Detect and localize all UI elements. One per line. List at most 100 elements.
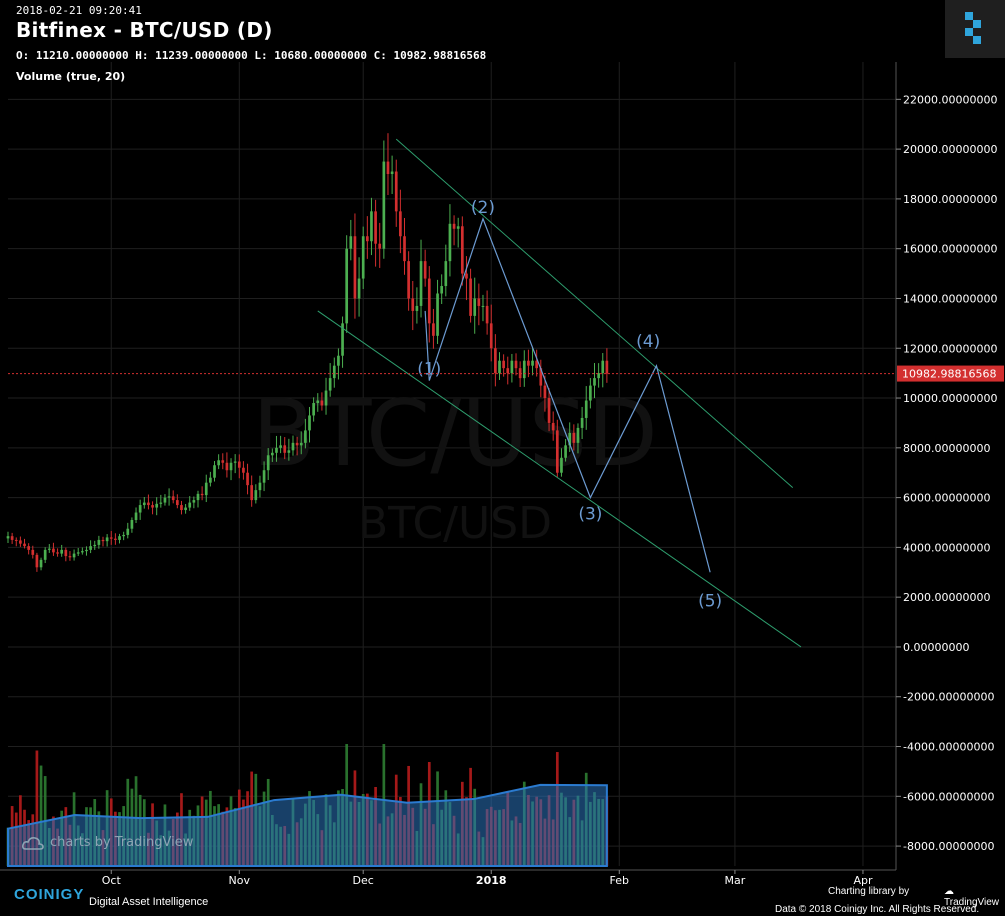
candle-body [349, 236, 353, 249]
candle-body [605, 360, 609, 374]
candle-body [593, 378, 596, 386]
candle-body [510, 360, 514, 374]
candle-body [316, 400, 320, 404]
candle-body [601, 360, 605, 374]
candle-body [72, 553, 76, 558]
candle-body [35, 554, 39, 568]
tradingview-credit-text: TradingView [944, 897, 1000, 908]
candle-body [159, 502, 163, 504]
candle-body [6, 536, 10, 539]
elliott-wave-label: (3) [578, 505, 602, 525]
volume-bar [35, 750, 39, 866]
y-tick-label: 20000.00000000 [903, 143, 997, 156]
candle-body [130, 520, 134, 529]
candle-body [432, 323, 435, 336]
tradingview-credit[interactable]: ☁ TradingView [944, 886, 1005, 908]
candle-body [266, 455, 270, 471]
candle-body [299, 442, 303, 446]
candle-body [138, 505, 142, 513]
annotations: (1) (2) (3) (4) (5) [317, 138, 802, 648]
candle-body [291, 442, 295, 451]
y-tick-label: 4000.00000000 [903, 541, 990, 554]
candle-body [341, 323, 344, 356]
coinigy-logo-icon[interactable] [945, 0, 1005, 58]
candle-body [163, 497, 167, 503]
y-tick-label: -2000.00000000 [903, 691, 994, 704]
candle-body [584, 400, 588, 418]
elliott-wave-label: (1) [417, 360, 441, 380]
candle-body [217, 460, 220, 466]
elliott-wave-path [424, 217, 711, 573]
candle-body [283, 445, 287, 453]
volume-indicator-label[interactable]: Volume (true, 20) [16, 70, 126, 83]
tradingview-watermark: charts by TradingView [22, 835, 193, 850]
candle-body [531, 360, 534, 366]
x-tick-label: Dec [353, 874, 374, 887]
candle-body [345, 248, 349, 324]
candle-body [312, 403, 315, 416]
candle-body [221, 460, 225, 463]
candle-body [188, 502, 192, 508]
candle-body [415, 305, 419, 311]
candle-body [399, 211, 402, 237]
candle-body [572, 432, 576, 443]
candle-body [423, 261, 427, 279]
candle-body [419, 261, 423, 306]
candle-body [304, 430, 307, 443]
brand-tagline: Digital Asset Intelligence [89, 896, 209, 908]
candle-body [386, 161, 390, 175]
candle-body [250, 485, 254, 501]
candle-body [204, 482, 208, 496]
candle-body [440, 286, 444, 294]
charting-library-credit: Charting library by [828, 886, 910, 897]
candle-body [539, 368, 543, 386]
tradingview-cloud-icon: ☁ [944, 886, 954, 897]
candle-body [126, 528, 130, 535]
candle-body [407, 261, 410, 299]
candle-body [180, 505, 183, 511]
candle-body [378, 243, 382, 249]
candle-body [56, 552, 59, 554]
volume-ma-area [7, 783, 608, 867]
x-tick-label: Apr [853, 874, 873, 887]
candle-body [547, 398, 551, 423]
candle-body [60, 549, 64, 554]
candle-body [506, 368, 510, 374]
x-tick-label: 2018 [476, 874, 507, 887]
y-tick-label: 22000.00000000 [903, 93, 997, 106]
y-tick-label: -8000.00000000 [903, 840, 994, 853]
elliott-wave-label: (2) [471, 198, 495, 218]
candle-body [287, 450, 291, 453]
candle-body [502, 360, 505, 369]
candle-body [411, 298, 415, 311]
last-price-label-bg [897, 365, 1004, 382]
x-tick-label: Nov [229, 874, 251, 887]
candle-body [209, 477, 212, 483]
candle-body [295, 442, 299, 446]
candle-body [14, 539, 18, 541]
candle-body [489, 323, 493, 349]
x-tick-label: Mar [725, 874, 746, 887]
candle-body [477, 298, 481, 306]
candle-body [498, 360, 501, 374]
candles [6, 133, 609, 572]
candle-body [213, 465, 216, 478]
candle-body [452, 223, 456, 229]
candle-body [320, 400, 324, 406]
candle-body [97, 539, 101, 545]
candle-body [64, 549, 68, 557]
candle-body [370, 211, 373, 242]
x-axis: Oct Nov Dec 2018 Feb Mar Apr [0, 869, 896, 887]
candle-body [597, 373, 600, 379]
candle-body [564, 445, 567, 458]
candle-body [258, 482, 262, 491]
candle-body [382, 161, 386, 249]
y-tick-label: 14000.00000000 [903, 292, 997, 305]
candle-body [469, 278, 472, 316]
candle-body [229, 462, 233, 471]
candle-body [246, 472, 249, 486]
candle-body [308, 415, 311, 431]
candle-body [465, 273, 468, 279]
candle-body [262, 470, 266, 483]
